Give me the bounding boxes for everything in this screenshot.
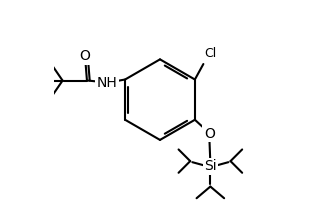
- Text: Cl: Cl: [204, 47, 217, 60]
- Text: NH: NH: [97, 76, 117, 90]
- Text: O: O: [79, 49, 90, 63]
- Text: Si: Si: [204, 159, 217, 173]
- Text: O: O: [204, 127, 215, 141]
